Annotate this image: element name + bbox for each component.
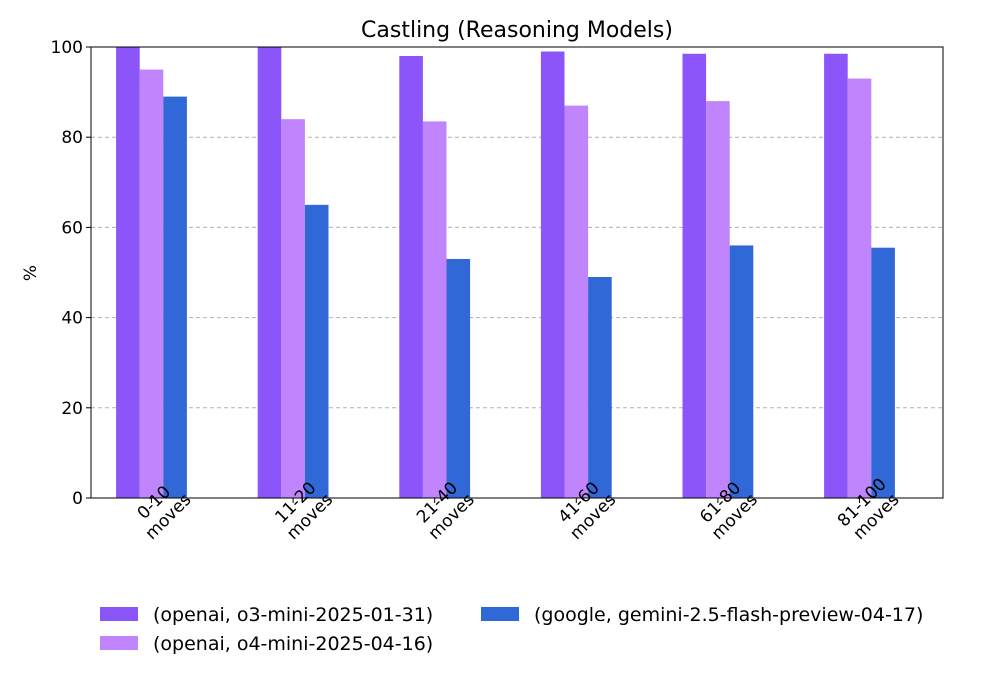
bar — [257, 47, 282, 498]
bar — [422, 121, 447, 498]
y-axis: 0 20 40 60 80 100 — [51, 38, 91, 509]
legend-label: (openai, o3-mini-2025-01-31) — [153, 604, 433, 626]
bar — [588, 277, 612, 498]
bar — [139, 69, 164, 499]
legend-label: (openai, o4-mini-2025-04-16) — [153, 633, 433, 655]
legend-swatch — [481, 607, 519, 621]
plot-frame — [90, 46, 944, 499]
bar — [824, 53, 848, 498]
legend: (openai, o3-mini-2025-01-31) (openai, o4-… — [100, 604, 923, 655]
x-axis: 0-10moves 11-20moves 21-40moves 41-60moves 6… — [134, 474, 904, 543]
bar — [706, 101, 730, 499]
bar — [682, 53, 707, 498]
bar — [446, 258, 471, 498]
bar — [163, 96, 187, 499]
legend-swatch — [100, 636, 138, 650]
bar — [304, 204, 329, 498]
grid-lines — [91, 136, 943, 409]
bars — [116, 47, 895, 499]
bar — [540, 51, 565, 498]
bar — [729, 245, 754, 498]
bar — [871, 247, 895, 498]
y-tick-label: 20 — [61, 399, 83, 419]
bar — [116, 47, 140, 498]
chart-title: Castling (Reasoning Models) — [361, 18, 673, 43]
y-tick-label: 60 — [61, 218, 83, 238]
y-tick-label: 80 — [61, 128, 83, 148]
bar — [564, 105, 589, 498]
legend-label: (google, gemini-2.5-flash-preview-04-17) — [534, 604, 923, 626]
legend-swatch — [100, 607, 138, 621]
y-axis-label: % — [21, 265, 41, 281]
bar — [281, 119, 305, 498]
y-tick-label: 40 — [61, 309, 83, 329]
y-tick-label: 0 — [72, 489, 83, 509]
y-tick-label: 100 — [51, 38, 83, 58]
bar — [847, 78, 872, 498]
bar — [399, 56, 423, 499]
